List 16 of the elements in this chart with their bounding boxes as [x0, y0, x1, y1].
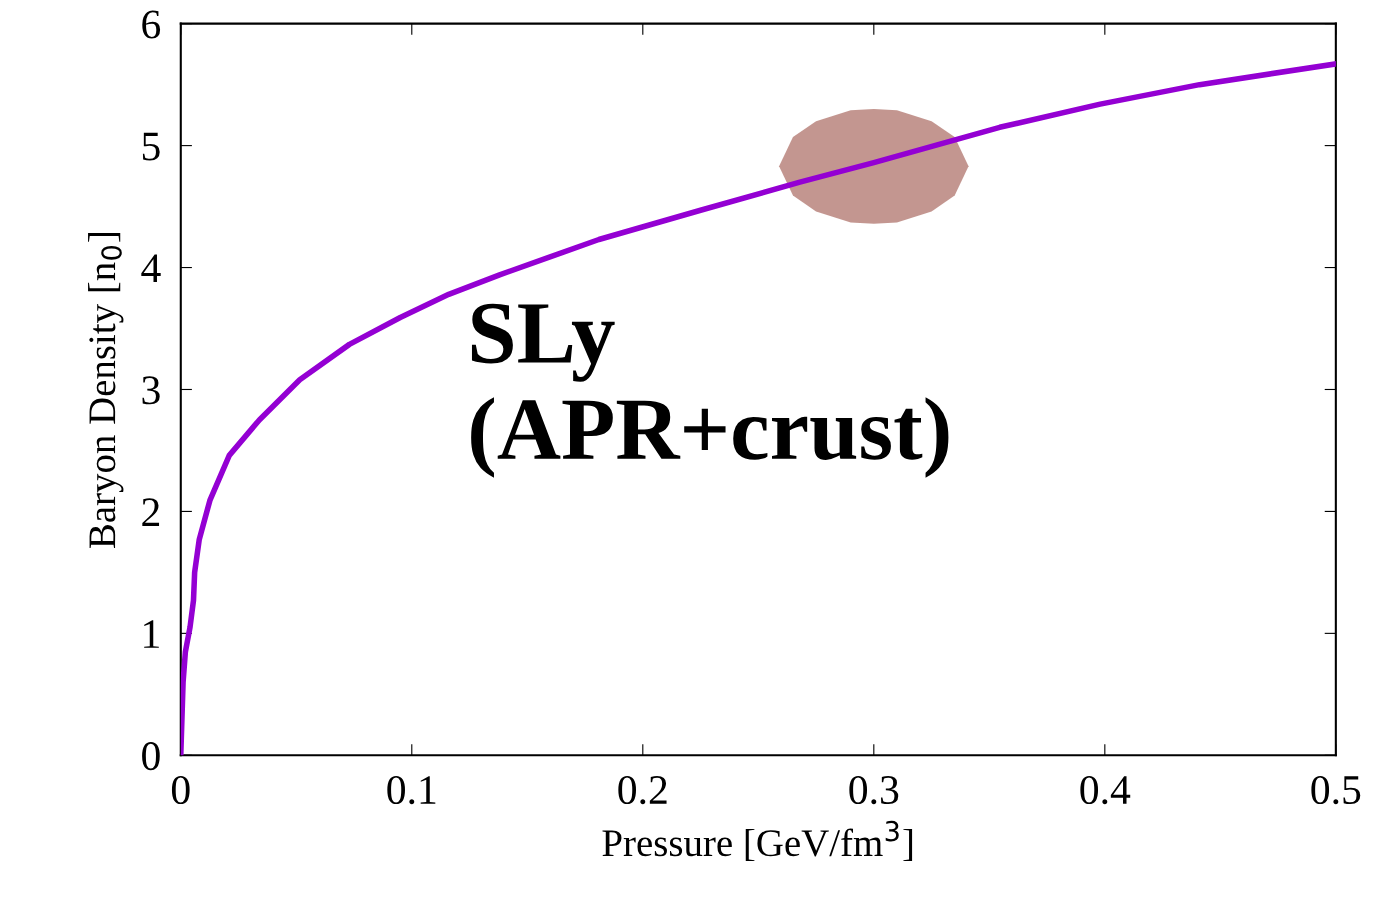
y-axis-title: Baryon Density [n$_{0}$] — [88, 233, 124, 548]
annotation: SLy (APR+crust) — [471, 303, 949, 478]
x-tick-label: 0.1 — [387, 775, 436, 805]
y-tick-label: 6 — [142, 10, 161, 39]
y-tick-label: 0 — [142, 742, 160, 771]
x-tick-label: 0.5 — [1311, 775, 1361, 805]
x-tick-label: 0 — [171, 775, 190, 805]
y-tick-label: 4 — [141, 254, 161, 282]
x-tick-label: 0.4 — [1080, 775, 1131, 805]
y-tick-label: 5 — [142, 132, 160, 161]
x-tick-label: 0.2 — [618, 775, 667, 805]
x-tick-label: 0.3 — [849, 775, 899, 805]
y-tick-label: 2 — [142, 498, 160, 526]
x-axis-title: Pressure [GeV/fm$^{3}$] — [602, 820, 913, 862]
y-tick-label: 3 — [142, 376, 160, 405]
y-tick-label: 1 — [144, 620, 159, 648]
